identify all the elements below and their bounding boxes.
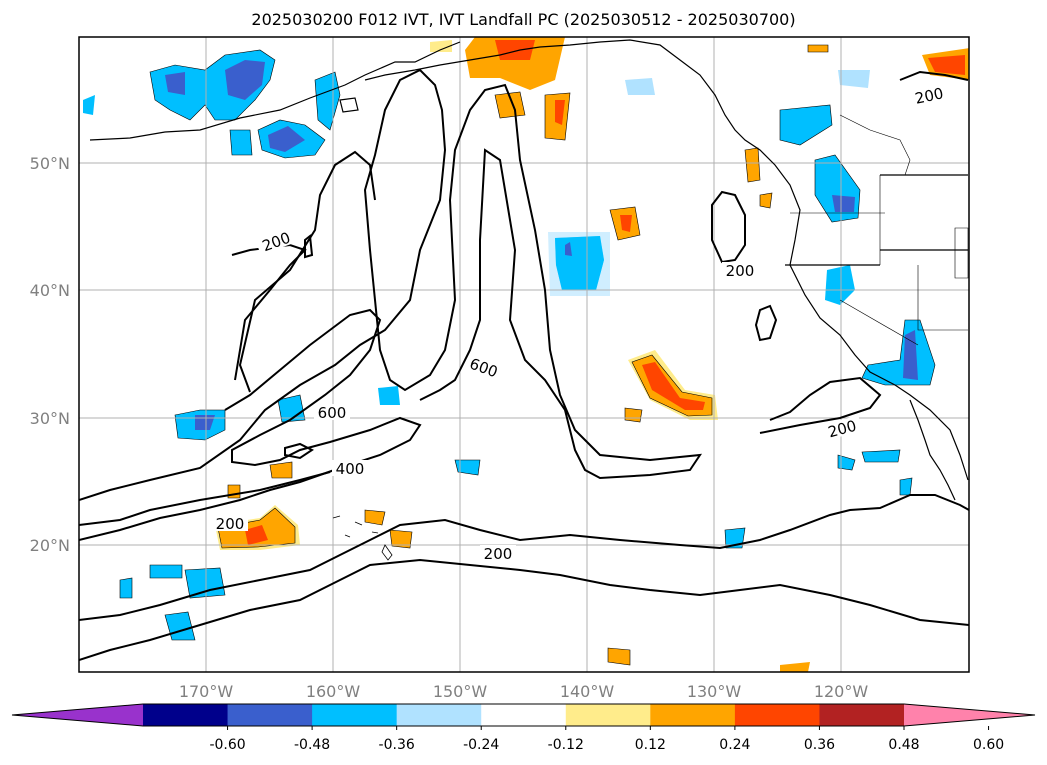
ivt-contours	[79, 68, 969, 661]
colorbar-extend-low	[12, 704, 143, 726]
map-frame	[78, 36, 970, 673]
positive-anomaly-shading	[215, 37, 969, 672]
latitude-axis: 50°N 40°N 30°N 20°N	[30, 154, 70, 555]
colorbar-tick-label: -0.48	[294, 737, 330, 753]
map-panel: 200 200 200 600 600 400 200 200 200 50°N…	[30, 36, 970, 701]
colorbar-swatch	[396, 704, 482, 726]
colorbar-swatch	[481, 704, 567, 726]
state-borders	[790, 114, 969, 346]
longitude-tick-label: 160°W	[306, 682, 361, 701]
colorbar: -0.60 -0.48 -0.36 -0.24 -0.12 0.12 0.24 0.36 0.4…	[11, 703, 1036, 753]
longitude-tick-label: 140°W	[560, 682, 615, 701]
colorbar-swatch	[227, 704, 313, 726]
colorbar-swatch	[650, 704, 736, 726]
map-title: 2025030200 F012 IVT, IVT Landfall PC (20…	[251, 10, 796, 29]
longitude-tick-label: 170°W	[179, 682, 234, 701]
longitude-tick-label: 130°W	[687, 682, 742, 701]
colorbar-swatch	[565, 704, 651, 726]
latitude-tick-label: 20°N	[30, 536, 70, 555]
latitude-tick-label: 30°N	[30, 409, 70, 428]
longitude-axis: 170°W 160°W 150°W 140°W 130°W 120°W	[179, 682, 869, 701]
colorbar-tick-label: -0.36	[379, 737, 415, 753]
latitude-tick-label: 40°N	[30, 281, 70, 300]
colorbar-tick-label: -0.24	[463, 737, 499, 753]
colorbar-tick-label: 0.60	[973, 737, 1004, 753]
contour-label: 200	[216, 515, 245, 533]
colorbar-tick-label: 0.24	[719, 737, 750, 753]
latitude-tick-label: 50°N	[30, 154, 70, 173]
colorbar-outline	[11, 703, 1036, 727]
colorbar-extend-high	[904, 704, 1035, 726]
contour-label: 200	[726, 262, 755, 280]
contour-label: 200	[913, 84, 945, 108]
graticule	[79, 37, 969, 672]
colorbar-tick-label: 0.12	[635, 737, 666, 753]
colorbar-swatch	[819, 704, 905, 726]
longitude-tick-label: 150°W	[433, 682, 488, 701]
contour-label: 200	[484, 545, 513, 563]
colorbar-swatch	[734, 704, 820, 726]
islands	[332, 515, 393, 561]
coastlines	[89, 39, 969, 501]
contour-label: 600	[318, 404, 347, 422]
colorbar-tick-label: -0.60	[209, 737, 245, 753]
contour-label: 400	[336, 460, 365, 478]
colorbar-swatch	[312, 704, 398, 726]
colorbar-tick-label: -0.12	[548, 737, 584, 753]
colorbar-swatch	[143, 704, 229, 726]
longitude-tick-label: 120°W	[814, 682, 869, 701]
colorbar-tick-label: 0.48	[888, 737, 919, 753]
colorbar-tick-label: 0.36	[804, 737, 835, 753]
